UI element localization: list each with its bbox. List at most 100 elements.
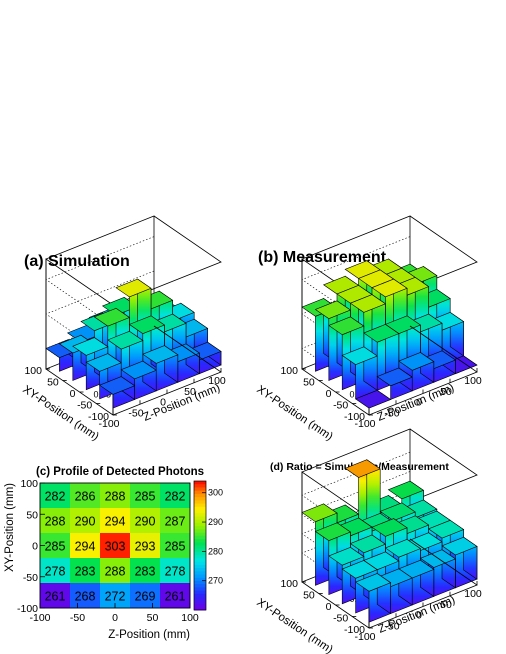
y-tick-label: 0 [326, 601, 332, 613]
cell-value-label: 272 [105, 590, 126, 604]
colorbar-segment [194, 597, 206, 601]
bar-top-face [371, 278, 408, 298]
x-tick-label: -50 [128, 407, 143, 419]
y-tick-label: -100 [17, 603, 38, 615]
heatmap-cell [160, 558, 191, 584]
heatmap-cell [130, 583, 161, 609]
bar [376, 367, 413, 400]
cell-value-label: 287 [165, 515, 186, 529]
bar-top-face [341, 346, 378, 365]
heatmap-cell [160, 508, 191, 534]
bar-top-face [107, 330, 144, 350]
x-tick-label: 0 [160, 397, 166, 409]
x-tick-label: -50 [384, 407, 399, 419]
cell-value-label: 278 [165, 565, 186, 579]
y-axis-title: XY-Position (mm) [254, 597, 335, 654]
x-tick-label: -100 [98, 418, 119, 430]
colorbar-segment [194, 487, 206, 492]
heatmap-cell [130, 483, 161, 509]
bar-top-face [379, 502, 416, 521]
x-tick-label: 100 [464, 588, 482, 600]
y-axis-title: XY-Position (mm) [254, 384, 335, 444]
bar [120, 360, 157, 400]
heatmap-cell [70, 583, 101, 609]
colorbar-segment [194, 568, 206, 572]
cell-value-label: 288 [105, 490, 126, 504]
bar-top-face [142, 345, 179, 364]
y-tick-label: 50 [303, 590, 315, 602]
cell-value-label: 283 [135, 565, 156, 579]
cell-value-label: 293 [135, 540, 156, 554]
colorbar-tick-label: 270 [208, 576, 223, 586]
colorbar-segment [194, 519, 206, 524]
y-tick-label: 50 [47, 377, 59, 389]
x-tick-label: 100 [208, 375, 226, 387]
cell-value-label: 288 [45, 515, 66, 529]
y-tick-label: 0 [32, 541, 38, 553]
x-tick-label: -100 [354, 631, 375, 643]
heatmap-cell [100, 533, 131, 559]
bar-top-face [344, 459, 381, 478]
cell-value-label: 283 [75, 565, 96, 579]
colorbar-segment [194, 532, 206, 537]
cell-value-label: 282 [45, 490, 66, 504]
colorbar-segment [194, 545, 206, 550]
x-tick-label: 100 [181, 612, 199, 624]
cell-value-label: 290 [75, 515, 96, 529]
colorbar-segment [194, 503, 206, 508]
colorbar-segment [194, 561, 206, 566]
y-tick-label: 0 [70, 388, 76, 400]
bar [98, 376, 136, 409]
heatmap-cell [70, 533, 101, 559]
colorbar-segment [194, 535, 206, 540]
bar [354, 572, 392, 623]
x-tick-label: -100 [354, 418, 375, 430]
cell-value-label: 285 [45, 540, 66, 554]
bar-top-face [349, 294, 387, 313]
bar [354, 389, 392, 409]
bar-top-face [441, 536, 478, 556]
colorbar-segment [194, 497, 206, 501]
colorbar-segment [194, 516, 206, 521]
heatmap-cell [130, 508, 161, 534]
x-tick-label: -100 [29, 612, 50, 624]
bar-top-face [120, 360, 157, 380]
bar-top-face [341, 560, 378, 579]
colorbar-segment [194, 484, 206, 488]
colorbar-segment [194, 584, 206, 588]
z-gridline [45, 270, 155, 361]
heatmap-cell [40, 483, 71, 509]
colorbar-segment [194, 522, 206, 527]
colorbar-tick-label: 300 [208, 488, 223, 498]
bar-top-face [371, 518, 408, 537]
x-tick-label: 0 [416, 397, 422, 409]
bar-top-face [328, 547, 365, 566]
bar-top-face [427, 519, 465, 539]
colorbar-segment [194, 506, 206, 511]
heatmap-cell [100, 508, 131, 534]
colorbar-segment [194, 564, 206, 569]
bar-top-face [314, 522, 352, 541]
bar-top-face [376, 367, 413, 387]
cell-value-label: 285 [165, 540, 186, 554]
x-tick-label: 50 [440, 599, 452, 611]
y-tick-label: 100 [24, 365, 42, 377]
colorbar-segment [194, 606, 206, 611]
cell-value-label: 261 [165, 590, 186, 604]
panel-a-simulation: (a) Simulation0.9511.05-100-50050100-100… [20, 215, 226, 443]
bar-top-face [72, 337, 109, 356]
y-tick-label: -100 [344, 624, 365, 636]
panel-title: (c) Profile of Detected Photons [36, 466, 204, 478]
heatmap-cell [100, 483, 131, 509]
y-tick-label: -50 [333, 613, 348, 625]
panel-title: (a) Simulation [24, 253, 130, 270]
bar [341, 346, 378, 400]
colorbar-segment [194, 587, 206, 592]
cell-value-label: 282 [165, 490, 186, 504]
panel-d-ratio: (d) Ratio = Simulation/Measurement0.9911… [254, 428, 482, 654]
heatmap-cell [160, 533, 191, 559]
bar-top-face [387, 480, 425, 500]
heatmap-cell [70, 483, 101, 509]
cell-value-label: 285 [135, 490, 156, 504]
bar-top-face [363, 324, 400, 343]
